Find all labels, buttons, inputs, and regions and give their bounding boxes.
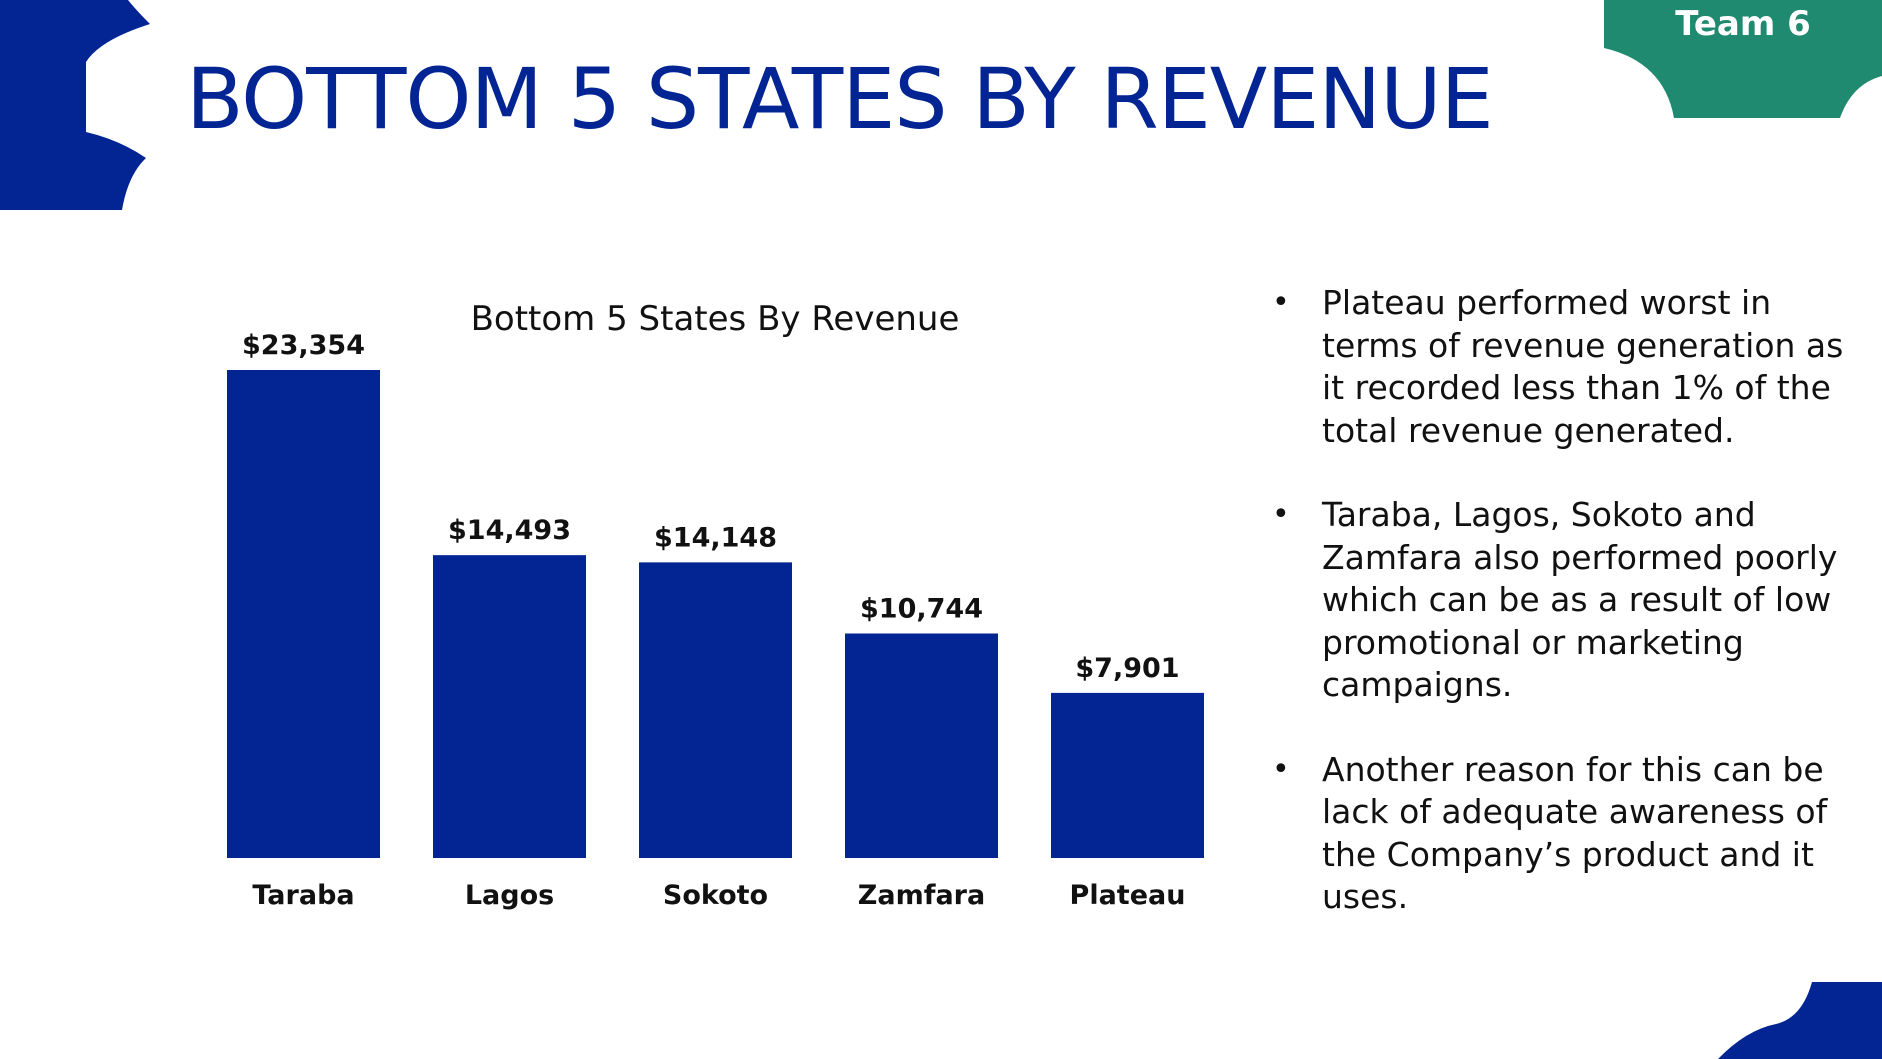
data-label-taraba: $23,354 [242, 330, 365, 361]
page-title: BOTTOM 5 STATES BY REVENUE [186, 44, 1493, 154]
data-label-sokoto: $14,148 [654, 522, 777, 553]
chart-title: Bottom 5 States By Revenue [471, 299, 960, 339]
category-label-plateau: Plateau [1070, 880, 1186, 911]
commentary-text: Another reason for this can be lack of a… [1322, 750, 1827, 917]
bar-plateau [1051, 693, 1204, 858]
data-label-plateau: $7,901 [1075, 653, 1179, 684]
category-label-sokoto: Sokoto [663, 880, 768, 911]
bullet-icon: • [1272, 282, 1290, 325]
data-label-zamfara: $10,744 [860, 593, 983, 624]
corner-decoration-bottom-right [1718, 980, 1882, 1059]
bullet-icon: • [1272, 494, 1290, 537]
category-label-taraba: Taraba [252, 880, 354, 911]
data-label-lagos: $14,493 [448, 515, 571, 546]
bar-taraba [227, 370, 380, 858]
bar-zamfara [845, 633, 998, 858]
bar-sokoto [639, 562, 792, 858]
commentary-item: • Plateau performed worst in terms of re… [1270, 282, 1850, 452]
bar-lagos [433, 555, 586, 858]
team-badge-label: Team 6 [1604, 2, 1882, 46]
bars-layer: $23,354 Taraba $14,493 Lagos $14,148 Sokoto $1… [227, 330, 1204, 911]
bullet-icon: • [1272, 749, 1290, 792]
corner-decoration-top-left [0, 0, 170, 215]
commentary-list: • Plateau performed worst in terms of re… [1270, 282, 1850, 961]
commentary-text: Taraba, Lagos, Sokoto and Zamfara also p… [1322, 495, 1837, 704]
commentary-item: • Taraba, Lagos, Sokoto and Zamfara also… [1270, 494, 1850, 707]
bar-chart: Bottom 5 States By Revenue $23,354 Taraba… [180, 280, 1240, 940]
commentary-item: • Another reason for this can be lack of… [1270, 749, 1850, 919]
category-label-lagos: Lagos [465, 880, 554, 911]
commentary-text: Plateau performed worst in terms of reve… [1322, 283, 1843, 450]
category-label-zamfara: Zamfara [858, 880, 985, 911]
